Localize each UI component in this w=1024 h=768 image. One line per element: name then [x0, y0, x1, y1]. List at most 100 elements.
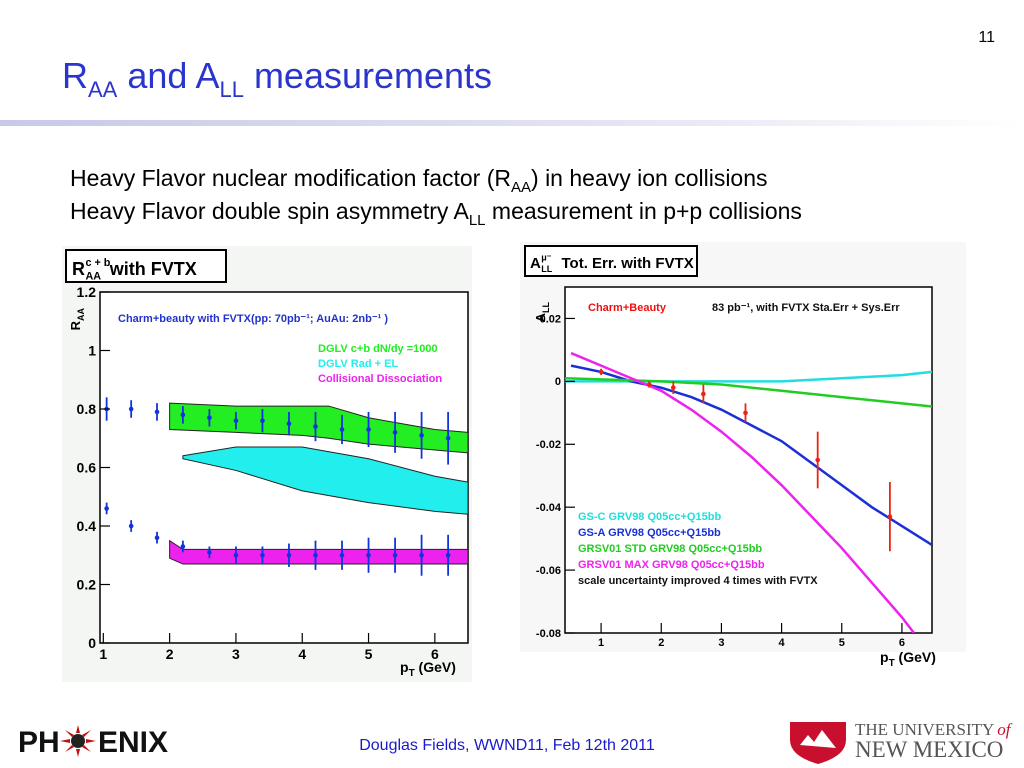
y-axis-label-part: R: [68, 320, 83, 330]
plot-label-sub: AA: [86, 271, 102, 283]
data-point: [339, 427, 345, 432]
title-sub: AA: [88, 77, 118, 102]
y-axis-label-sub: LL: [541, 302, 551, 313]
y-axis-label-part: A: [533, 312, 548, 322]
y-tick-label: 0.8: [77, 401, 97, 417]
band: [169, 539, 468, 565]
plot-label-sup: c + b: [86, 257, 111, 269]
data-point: [154, 409, 160, 415]
legend-entry: GS-C GRV98 Q05cc+Q15bb: [578, 511, 721, 523]
data-point: [419, 433, 424, 438]
logo-mark: [800, 730, 836, 748]
x-axis-label-sub: T: [889, 658, 895, 669]
data-point: [392, 430, 398, 435]
bullet-part: Heavy Flavor nuclear modification factor…: [70, 165, 511, 191]
x-axis-label-part: (GeV): [895, 649, 936, 665]
annotation: 83 pb⁻¹, with FVTX Sta.Err + Sys.Err: [712, 302, 900, 314]
logo-sun: [60, 725, 96, 757]
data-point: [670, 385, 676, 390]
bullet: Heavy Flavor nuclear modification factor…: [70, 165, 768, 196]
data-point: [207, 550, 212, 555]
logo-text: NEW MEXICO: [855, 737, 1003, 762]
unm-logo: THE UNIVERSITY of NEW MEXICO: [790, 720, 1013, 764]
data-point: [701, 391, 706, 397]
band: [169, 402, 468, 454]
charts: 00.20.40.60.811.21 2 3 4 5 6R c + bAA with FVT…: [68, 253, 936, 680]
logo-part: THE UNIVERSITY: [855, 720, 994, 739]
footer: Douglas Fields, WWND11, Feb 12th 2011: [359, 737, 655, 754]
bullet-sub: AA: [511, 179, 531, 196]
data-point: [286, 552, 292, 558]
x-tick-label: 1: [99, 646, 107, 662]
x-axis-label-sub: T: [409, 668, 415, 679]
data-point: [104, 506, 109, 511]
data-point: [887, 514, 893, 519]
legend-entry: Collisional Dissociation: [318, 373, 442, 385]
data-point: [180, 412, 186, 418]
legend-entry: GRSV01 MAX GRV98 Q05cc+Q15bb: [578, 559, 765, 571]
y-tick-label: 0: [88, 635, 96, 651]
x-tick-label: 2: [166, 646, 174, 662]
x-tick-label: 6: [431, 646, 439, 662]
data-point: [128, 523, 134, 529]
y-tick-label: 0: [555, 376, 561, 388]
data-point: [743, 410, 748, 416]
plot-content: [104, 397, 468, 576]
bullet-part: ) in heavy ion collisions: [531, 165, 768, 191]
data-point: [646, 382, 652, 387]
legend-entry: GS-A GRV98 Q05cc+Q15bb: [578, 527, 721, 539]
plot-label-box: [524, 245, 698, 277]
plot-label: with FVTX: [109, 259, 197, 279]
data-point: [339, 552, 345, 558]
y-tick-label: -0.02: [536, 439, 561, 451]
plot-label: A: [530, 255, 541, 272]
plot-content: [565, 351, 932, 633]
data-point: [366, 552, 371, 558]
y-tick-label: 0.2: [77, 576, 97, 592]
x-tick-label: 3: [718, 637, 724, 649]
y-tick-label: 0.6: [77, 459, 97, 475]
page-number: 11: [978, 29, 995, 46]
logo-text: PH: [18, 726, 60, 759]
y-tick-label: -0.04: [536, 502, 562, 514]
plot-label-sup: μ⁻: [541, 253, 552, 263]
bullet: Heavy Flavor double spin asymmetry ALL m…: [70, 198, 802, 229]
data-point: [260, 552, 265, 558]
data-point: [366, 427, 371, 432]
title-part: measurements: [244, 55, 492, 96]
y-tick-label: 1: [88, 342, 96, 358]
x-tick-label: 1: [598, 637, 604, 649]
x-tick-label: 4: [779, 637, 786, 649]
logo-part: of: [997, 720, 1013, 739]
data-point: [419, 552, 424, 558]
y-axis-label-sub: AA: [76, 308, 86, 321]
data-point: [313, 424, 318, 429]
data-point: [180, 544, 186, 549]
x-tick-label: 4: [298, 646, 306, 662]
plot-label-box: [65, 249, 227, 283]
curve: [570, 351, 915, 633]
x-tick-label: 5: [839, 637, 845, 649]
bullet-sub: LL: [469, 212, 486, 229]
data-point: [445, 435, 451, 441]
x-axis-label-part: (GeV): [415, 659, 456, 675]
data-point: [260, 418, 265, 424]
band: [182, 446, 468, 515]
y-tick-label: 0.02: [540, 313, 561, 325]
annotation: Charm+Beauty: [588, 302, 667, 314]
data-point: [445, 552, 451, 558]
curve: [565, 376, 932, 408]
title-part: R: [62, 55, 88, 96]
data-point: [313, 552, 318, 558]
data-point: [286, 421, 292, 426]
x-tick-label: 2: [658, 637, 664, 649]
x-axis-label: pT (GeV): [880, 649, 936, 669]
bullet-part: measurement in p+p collisions: [486, 198, 802, 224]
data-point: [815, 457, 820, 463]
title-sub: LL: [219, 77, 243, 102]
x-tick-label: 3: [232, 646, 240, 662]
y-tick-label: -0.06: [536, 565, 561, 577]
slide-title: RAA and ALL measurements: [62, 55, 492, 102]
legend-note: scale uncertainty improved 4 times with …: [578, 575, 818, 587]
